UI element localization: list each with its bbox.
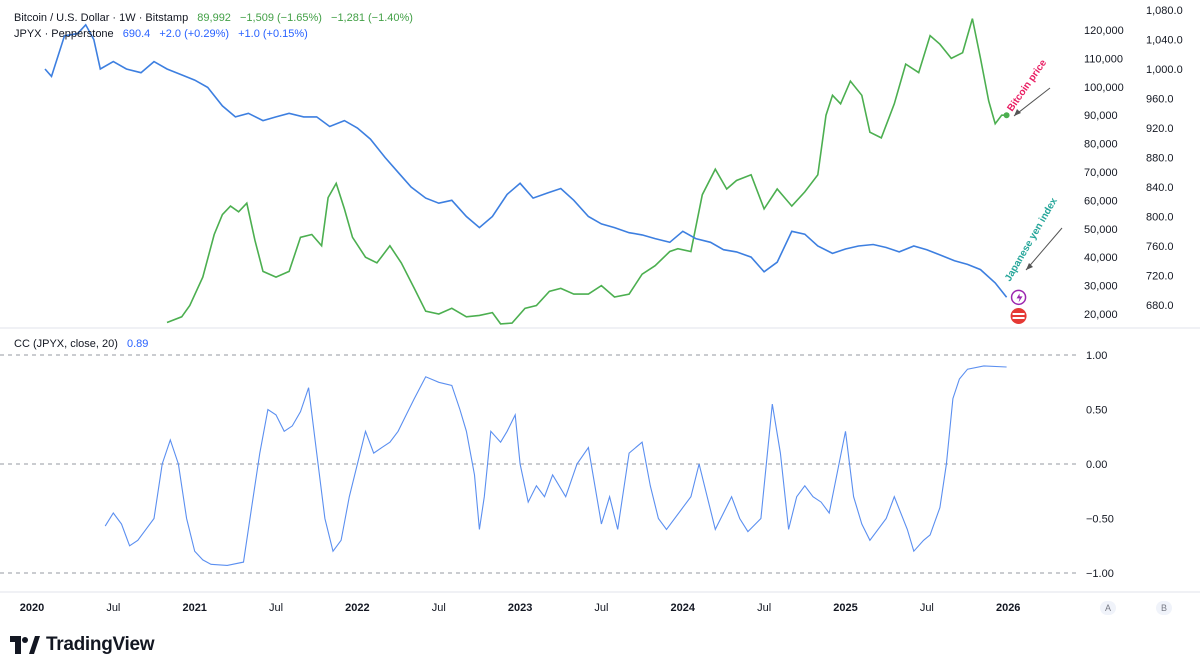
btc-legend-change: −1,509 (−1.65%) xyxy=(240,12,322,24)
bitcoin-arrow xyxy=(1013,87,1051,117)
time-axis-tick: Jul xyxy=(106,602,120,614)
cc-legend-value: 0.89 xyxy=(126,338,149,350)
btc-axis-tick: 100,000 xyxy=(1084,82,1124,94)
yen-arrow xyxy=(1025,227,1063,271)
auto-scale-button[interactable]: A xyxy=(1100,601,1116,615)
time-axis-tick: 2024 xyxy=(671,602,696,614)
jpyx-axis-tick: 880.0 xyxy=(1146,153,1174,165)
cc-line xyxy=(104,365,1007,566)
jpyx-axis-tick: 1,080.0 xyxy=(1146,5,1183,17)
us-flag-stripe xyxy=(1012,313,1025,315)
jpyx-axis-tick: 1,040.0 xyxy=(1146,35,1183,47)
us-flag-icon xyxy=(1010,308,1027,324)
time-axis-tick: Jul xyxy=(269,602,283,614)
yen-arrow-head xyxy=(1026,263,1033,270)
time-axis-tick: 2026 xyxy=(996,602,1020,614)
time-axis-tick: 2020 xyxy=(20,602,44,614)
time-axis-tick: 2021 xyxy=(182,602,206,614)
btc-legend-price: 89,992 xyxy=(197,12,231,24)
price-pane: 120,000 110,000 100,000 90,000 80,000 70,000 6… xyxy=(44,5,1183,325)
jpyx-legend: JPYX · Pepperstone 690.4 +2.0 (+0.29%) +… xyxy=(14,28,314,40)
jpyx-legend-change-2: +1.0 (+0.15%) xyxy=(238,28,308,40)
btc-legend-symbol[interactable]: Bitcoin / U.S. Dollar · 1W · Bitstamp xyxy=(14,12,189,24)
btc-axis-tick: 90,000 xyxy=(1084,110,1118,122)
cc-pane: 1.00 0.50 0.00 −0.50 −1.00 xyxy=(0,350,1114,580)
tradingview-brand[interactable]: TradingView xyxy=(10,634,155,656)
jpyx-legend-symbol[interactable]: JPYX · Pepperstone xyxy=(14,28,114,40)
btc-axis-tick: 40,000 xyxy=(1084,252,1118,264)
jpyx-axis-tick: 720.0 xyxy=(1146,271,1174,283)
tradingview-brand-name: TradingView xyxy=(46,634,155,655)
bitcoin-last-point xyxy=(1003,112,1010,119)
btc-axis-tick: 50,000 xyxy=(1084,224,1118,236)
btc-axis-tick: 80,000 xyxy=(1084,139,1118,151)
jpyx-legend-price: 690.4 xyxy=(122,28,151,40)
time-axis-tick: Jul xyxy=(594,602,608,614)
log-scale-button[interactable]: B xyxy=(1156,601,1172,615)
btc-axis-tick: 60,000 xyxy=(1084,195,1118,207)
jpyx-axis-tick: 920.0 xyxy=(1146,123,1174,135)
cc-axis-tick: 0.50 xyxy=(1086,405,1107,417)
cc-axis-tick: 1.00 xyxy=(1086,350,1107,362)
btc-axis-tick: 110,000 xyxy=(1084,53,1123,65)
time-axis-tick: 2025 xyxy=(833,602,857,614)
btc-axis-tick: 30,000 xyxy=(1084,281,1118,293)
jpyx-axis-tick: 680.0 xyxy=(1146,300,1174,312)
btc-axis-tick: 70,000 xyxy=(1084,167,1118,179)
time-axis-tick: Jul xyxy=(757,602,771,614)
jpyx-price-line xyxy=(44,23,1008,298)
btc-axis-tick: 120,000 xyxy=(1084,25,1124,37)
jpyx-axis-tick: 760.0 xyxy=(1146,241,1174,253)
cc-legend-label[interactable]: CC (JPYX, close, 20) xyxy=(14,338,118,350)
bitcoin-arrow-head xyxy=(1014,109,1021,116)
tradingview-logo-icon xyxy=(10,636,40,654)
jpyx-axis-tick: 840.0 xyxy=(1146,182,1174,194)
jpyx-axis-tick: 1,000.0 xyxy=(1146,64,1183,76)
jpyx-axis-tick: 800.0 xyxy=(1146,212,1174,224)
cc-legend: CC (JPYX, close, 20) 0.89 xyxy=(14,338,154,350)
cc-axis-tick: 0.00 xyxy=(1086,459,1107,471)
us-flag-stripe xyxy=(1012,317,1025,319)
lightning-icon-glyph xyxy=(1016,293,1023,303)
btc-axis-tick: 20,000 xyxy=(1084,309,1118,321)
time-axis-tick: 2023 xyxy=(508,602,532,614)
time-axis-tick: Jul xyxy=(432,602,446,614)
jpyx-legend-change: +2.0 (+0.29%) xyxy=(159,28,230,40)
cc-axis-tick: −0.50 xyxy=(1086,514,1114,526)
btc-legend: Bitcoin / U.S. Dollar · 1W · Bitstamp 89… xyxy=(14,12,419,24)
btc-legend-change-2: −1,281 (−1.40%) xyxy=(331,12,413,24)
time-axis-tick: Jul xyxy=(920,602,934,614)
time-axis-tick: 2022 xyxy=(345,602,369,614)
bitcoin-price-line xyxy=(166,18,1007,325)
cc-axis-tick: −1.00 xyxy=(1086,568,1114,580)
jpyx-axis-tick: 960.0 xyxy=(1146,94,1174,106)
